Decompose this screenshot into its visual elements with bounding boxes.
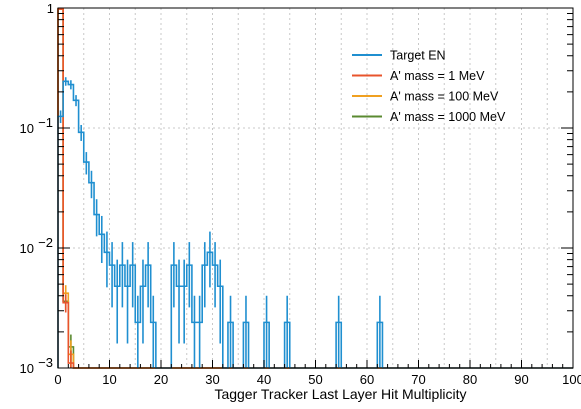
x-tick-label: 90 <box>514 372 528 387</box>
x-axis-title: Tagger Tracker Last Layer Hit Multiplici… <box>214 386 466 402</box>
x-tick-label: 10 <box>102 372 116 387</box>
legend-label: A' mass = 1 MeV <box>390 69 485 83</box>
y-tick-label: 1 <box>47 1 54 16</box>
y-tick-label: 10 <box>20 121 34 136</box>
x-tick-label: 50 <box>308 372 322 387</box>
x-tick-label: 30 <box>205 372 219 387</box>
y-tick-label: 10 <box>20 361 34 376</box>
x-tick-label: 100 <box>562 372 581 387</box>
series-1 <box>57 8 573 369</box>
y-tick-exponent: −3 <box>38 355 53 370</box>
axis-ticks <box>57 7 574 369</box>
x-tick-label: 70 <box>411 372 425 387</box>
series-layer <box>57 8 573 369</box>
x-tick-label: 80 <box>463 372 477 387</box>
x-tick-label: 20 <box>154 372 168 387</box>
grid <box>57 7 574 369</box>
legend-label: A' mass = 1000 MeV <box>390 110 506 124</box>
legend-label: Target EN <box>390 49 446 63</box>
y-tick-exponent: −2 <box>38 235 53 250</box>
series-step-line <box>57 8 573 369</box>
y-tick-exponent: −1 <box>38 115 53 130</box>
x-tick-label: 60 <box>360 372 374 387</box>
x-tick-label: 0 <box>54 372 61 387</box>
legend: Target EN A' mass = 1 MeV A' mass = 100 Me… <box>352 49 506 124</box>
legend-label: A' mass = 100 MeV <box>390 90 499 104</box>
series-0 <box>57 77 573 369</box>
y-tick-label: 10 <box>20 241 34 256</box>
x-tick-label: 40 <box>257 372 271 387</box>
series-step-line <box>57 80 573 369</box>
